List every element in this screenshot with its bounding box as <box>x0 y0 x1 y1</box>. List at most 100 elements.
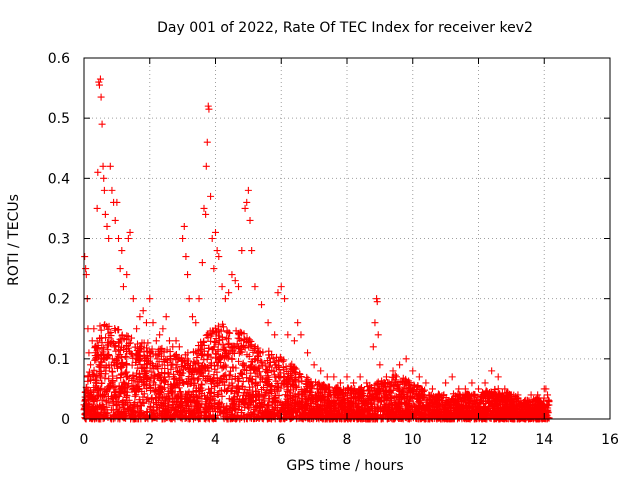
data-point <box>368 395 376 403</box>
data-point <box>478 391 486 399</box>
data-point <box>197 366 205 374</box>
data-point <box>279 401 287 409</box>
data-point <box>370 409 378 417</box>
data-point <box>113 374 121 382</box>
data-point <box>241 204 249 212</box>
data-point <box>317 367 325 375</box>
data-point <box>258 358 266 366</box>
data-point <box>274 361 282 369</box>
data-point <box>400 395 408 403</box>
data-point <box>201 414 209 422</box>
data-point <box>309 403 317 411</box>
data-point <box>87 361 95 369</box>
data-point <box>106 382 114 390</box>
data-point <box>255 400 263 408</box>
data-point <box>118 370 126 378</box>
data-point <box>263 378 271 386</box>
data-point <box>114 360 122 368</box>
data-point <box>272 394 280 402</box>
data-point <box>226 329 234 337</box>
data-point <box>103 386 111 394</box>
data-point <box>252 387 260 395</box>
data-point <box>281 373 289 381</box>
data-point <box>185 409 193 417</box>
data-point <box>534 391 542 399</box>
data-point <box>479 409 487 417</box>
data-point <box>320 405 328 413</box>
data-point <box>105 375 113 383</box>
data-point <box>255 349 263 357</box>
data-point <box>364 404 372 412</box>
data-point <box>195 387 203 395</box>
data-point <box>257 374 265 382</box>
data-point <box>203 138 211 146</box>
data-point <box>212 228 219 236</box>
data-point <box>111 216 119 224</box>
data-point <box>101 210 109 218</box>
data-point <box>498 392 506 400</box>
grid-lines <box>84 58 610 419</box>
data-point <box>481 379 489 387</box>
data-point <box>189 367 197 375</box>
data-point <box>133 340 141 348</box>
data-point <box>191 407 199 415</box>
data-point <box>190 348 198 356</box>
data-point <box>200 356 208 364</box>
data-point <box>314 400 322 408</box>
x-axis-label: GPS time / hours <box>286 458 403 474</box>
data-point <box>240 335 248 343</box>
data-point <box>235 377 243 385</box>
data-point <box>295 374 303 382</box>
data-point <box>223 334 231 342</box>
data-point <box>405 384 413 392</box>
data-point <box>287 374 295 382</box>
data-point <box>252 372 260 380</box>
data-point <box>82 265 90 273</box>
data-point <box>257 357 265 365</box>
data-point <box>274 289 282 297</box>
data-point <box>305 414 313 422</box>
data-point <box>441 413 449 421</box>
data-point <box>232 364 240 372</box>
data-point <box>251 343 259 351</box>
data-point <box>204 102 212 110</box>
data-point <box>146 405 154 413</box>
data-point <box>114 398 122 406</box>
data-point <box>123 368 131 376</box>
data-point <box>162 402 170 410</box>
data-point <box>334 410 342 418</box>
data-point <box>397 392 405 400</box>
data-point <box>212 338 220 346</box>
data-point <box>115 346 123 354</box>
data-point <box>426 405 434 413</box>
data-point <box>340 407 348 415</box>
data-point <box>461 393 469 401</box>
data-point <box>158 411 166 419</box>
data-point <box>115 382 123 390</box>
data-point <box>476 396 484 404</box>
data-point <box>118 385 126 393</box>
data-point <box>265 363 273 371</box>
data-point <box>246 216 254 224</box>
data-point <box>202 398 210 406</box>
data-point <box>162 313 170 321</box>
data-point <box>251 283 259 291</box>
data-point <box>275 372 283 380</box>
data-point <box>87 376 95 384</box>
data-point <box>304 349 312 357</box>
data-point <box>99 355 107 363</box>
data-point <box>133 325 141 333</box>
data-point <box>184 271 192 279</box>
data-point <box>507 391 515 399</box>
data-point <box>165 337 173 345</box>
data-point <box>104 409 112 417</box>
data-point <box>198 259 206 267</box>
data-point <box>98 396 106 404</box>
data-point <box>297 331 305 339</box>
data-point <box>172 364 180 372</box>
x-tick-label: 14 <box>535 432 553 448</box>
data-point <box>156 385 164 393</box>
data-point <box>489 408 497 416</box>
data-point <box>216 408 224 416</box>
data-point <box>152 394 160 402</box>
